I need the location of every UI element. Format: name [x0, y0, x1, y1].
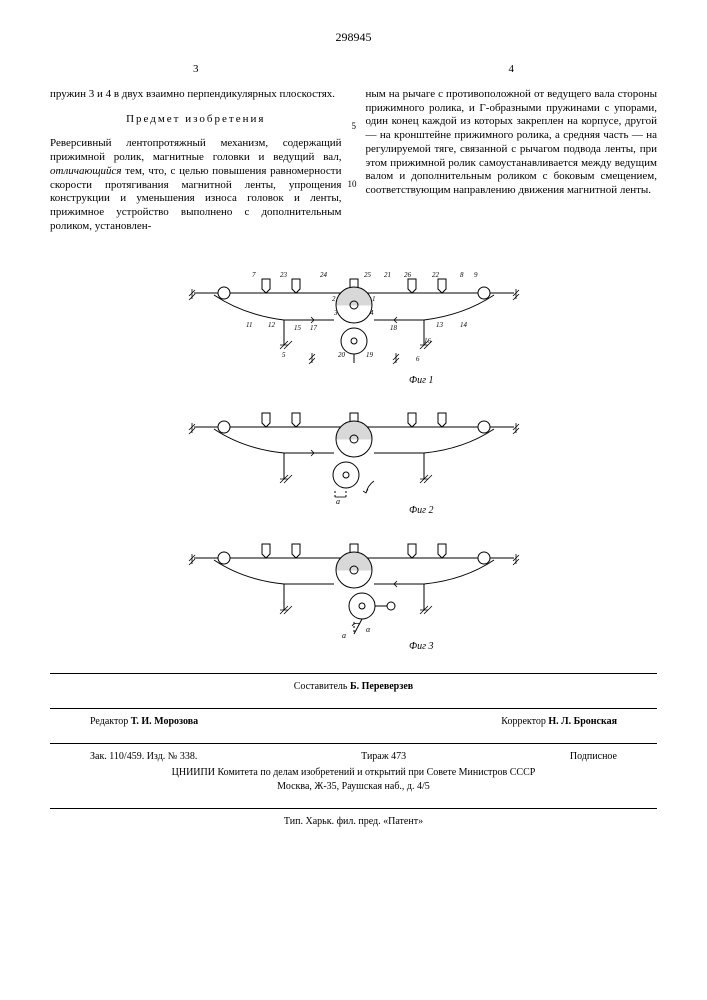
- figures-region: 7 23 24 25 21 26 22 8 9 2 1 11 12 15 17 …: [50, 265, 657, 654]
- text-columns: 3 пружин 3 и 4 в двух взаимно перпендику…: [50, 63, 657, 245]
- ref-14: 14: [460, 321, 468, 329]
- footer-block: Составитель Б. Переверзев Редактор Т. И.…: [50, 680, 657, 829]
- claim-intro: Реверсивный лентопротяжный механизм, сод…: [50, 137, 342, 163]
- figure-2: a Фиг 2: [184, 405, 524, 518]
- address: Москва, Ж-35, Раушская наб., д. 4/5: [50, 780, 657, 794]
- claim-distinctive-word: отличающийся: [50, 165, 122, 177]
- ref-19: 19: [366, 351, 374, 359]
- line-marker-5: 5: [352, 121, 357, 132]
- ref-5: 5: [282, 351, 286, 359]
- right-col-number: 4: [366, 63, 658, 77]
- footer-rule-3: [50, 743, 657, 744]
- ref-8: 8: [460, 271, 464, 279]
- invention-subject-title: Предмет изобретения: [50, 113, 342, 127]
- left-para-1: пружин 3 и 4 в двух взаимно перпендикуля…: [50, 88, 342, 102]
- footer-rule-2: [50, 708, 657, 709]
- podpisnoe: Подписное: [570, 750, 617, 764]
- left-para-2: Реверсивный лентопротяжный механизм, сод…: [50, 137, 342, 233]
- ref-1: 1: [372, 295, 376, 303]
- corrector: Корректор Н. Л. Бронская: [501, 715, 617, 729]
- figure-3-label: Фиг 3: [184, 641, 524, 654]
- ref-20: 20: [338, 351, 346, 359]
- ref-18: 18: [390, 324, 398, 332]
- right-column: 4 5 10 ным на рычаге с противоположной о…: [366, 63, 658, 245]
- ref-3: 3: [333, 309, 338, 317]
- ref-23: 23: [280, 271, 288, 279]
- left-col-number: 3: [50, 63, 342, 77]
- ref-13: 13: [436, 321, 444, 329]
- figure-1: 7 23 24 25 21 26 22 8 9 2 1 11 12 15 17 …: [184, 265, 524, 388]
- ref-6: 6: [416, 355, 420, 363]
- ref-17: 17: [310, 324, 318, 332]
- right-para-1: ным на рычаге с противоположной от ведущ…: [366, 88, 658, 198]
- line-marker-10: 10: [348, 179, 357, 190]
- ref-26: 26: [404, 271, 412, 279]
- order-number: Зак. 110/459. Изд. № 338.: [90, 750, 197, 764]
- printer: Тип. Харьк. фил. пред. «Патент»: [50, 815, 657, 829]
- compiler-line: Составитель Б. Переверзев: [50, 680, 657, 694]
- ref-2: 2: [332, 295, 336, 303]
- figure-3: a α Фиг 3: [184, 536, 524, 654]
- svg-text:α: α: [366, 625, 371, 634]
- compiler-name: Б. Переверзев: [350, 681, 413, 692]
- order-line: Зак. 110/459. Изд. № 338. Тираж 473 Подп…: [90, 750, 617, 764]
- ref-25: 25: [364, 271, 372, 279]
- svg-text:a: a: [342, 631, 346, 640]
- left-column: 3 пружин 3 и 4 в двух взаимно перпендику…: [50, 63, 342, 245]
- ref-9: 9: [474, 271, 478, 279]
- ref-22: 22: [432, 271, 440, 279]
- footer-rule-1: [50, 673, 657, 674]
- organization: ЦНИИПИ Комитета по делам изобретений и о…: [50, 766, 657, 780]
- editor-corrector-line: Редактор Т. И. Морозова Корректор Н. Л. …: [90, 715, 617, 729]
- ref-16: 16: [424, 337, 432, 345]
- ref-4: 4: [370, 309, 374, 317]
- figure-2-label: Фиг 2: [184, 505, 524, 518]
- footer-rule-4: [50, 808, 657, 809]
- ref-15: 15: [294, 324, 302, 332]
- ref-12: 12: [268, 321, 276, 329]
- compiler-label: Составитель: [294, 681, 348, 692]
- ref-11: 11: [246, 321, 252, 329]
- tirage: Тираж 473: [361, 750, 406, 764]
- svg-text:a: a: [336, 497, 340, 505]
- figure-1-label: Фиг 1: [184, 375, 524, 388]
- editor: Редактор Т. И. Морозова: [90, 715, 198, 729]
- ref-21: 21: [384, 271, 391, 279]
- ref-7: 7: [252, 271, 256, 279]
- ref-24: 24: [320, 271, 328, 279]
- patent-number: 298945: [50, 30, 657, 45]
